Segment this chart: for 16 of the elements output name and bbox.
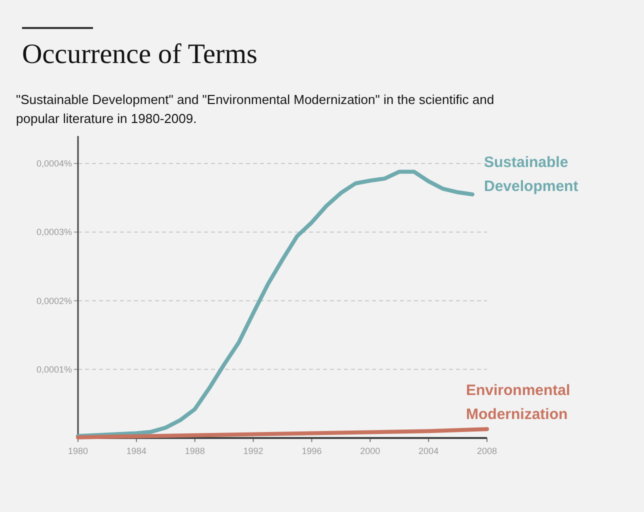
y-tick-label: 0,0003% bbox=[36, 227, 72, 238]
x-tick-label: 2004 bbox=[418, 446, 439, 456]
series-label: Sustainable Development bbox=[484, 154, 578, 195]
chart-title: Occurrence of Terms bbox=[22, 39, 258, 70]
x-tick-label: 1980 bbox=[68, 446, 88, 456]
y-tick-label: 0,0001% bbox=[36, 364, 72, 375]
chart-subtitle: "Sustainable Development" and "Environmental Modernization" in the scientific and popular literature in 1980-2009. bbox=[16, 92, 494, 126]
x-tick-label: 2008 bbox=[476, 446, 498, 456]
x-tick-label: 2000 bbox=[360, 446, 380, 456]
x-tick-label: 1984 bbox=[126, 446, 146, 456]
y-tick-label: 0,0004% bbox=[36, 158, 72, 169]
y-tick-label: 0,0002% bbox=[36, 296, 72, 306]
x-tick-label: 1988 bbox=[184, 446, 205, 456]
series-label: Environmental Modernization bbox=[466, 382, 570, 423]
x-tick-label: 1996 bbox=[302, 446, 322, 456]
x-tick-label: 1992 bbox=[243, 446, 264, 456]
